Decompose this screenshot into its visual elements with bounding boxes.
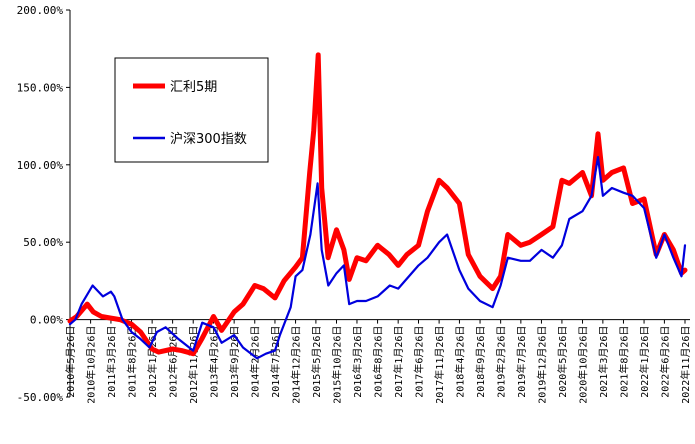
legend-label: 沪深300指数 [170,131,247,147]
x-tick-label: 2013年4月26日 [208,326,221,398]
x-tick-label: 2011年8月26日 [126,326,139,398]
y-axis: 200.00% 150.00% 100.00% 50.00% 0.00% -50.00% [17,4,70,404]
x-tick-label: 2016年8月26日 [372,326,385,398]
x-tick-label: 2017年1月26日 [392,326,405,398]
x-tick-label: 2020年5月26日 [556,326,569,398]
x-tick-label: 2012年6月26日 [167,326,180,398]
x-tick-label: 2013年9月26日 [228,326,241,398]
x-tick-label: 2010年10月26日 [85,326,98,404]
y-tick-label: 200.00% [17,4,64,17]
series-line-1 [67,52,688,357]
x-tick-label: 2017年6月26日 [413,326,426,398]
x-tick-label: 2015年5月26日 [310,326,323,398]
series-lines [67,52,688,360]
y-tick-label: 50.00% [23,236,63,249]
x-tick-label: 2022年6月26日 [658,326,671,398]
x-tick-label: 2012年1月26日 [146,326,159,398]
x-tick-label: 2010年5月26日 [64,326,77,398]
x-tick-label: 2014年7月26日 [269,326,282,398]
x-axis: 2010年5月26日 2010年10月26日 2011年3月26日 2011年8月26… [64,319,692,404]
x-tick-label: 2019年2月26日 [495,326,508,398]
legend-box [114,57,269,163]
x-tick-label: 2022年1月26日 [638,326,651,398]
series-line-2 [68,156,687,360]
y-tick-label: 100.00% [17,159,64,172]
x-tick-label: 2014年2月26日 [249,326,262,398]
x-tick-label: 2014年12月26日 [290,326,303,404]
x-tick-label: 2019年12月26日 [535,326,548,404]
y-tick-label: -50.00% [17,391,64,404]
x-tick-label: 2011年3月26日 [105,326,118,398]
x-tick-label: 2016年3月26日 [351,326,364,398]
x-tick-label: 2021年8月26日 [617,326,630,398]
x-tick-label: 2022年11月26日 [679,326,692,404]
x-tick-label: 2021年3月26日 [597,326,610,398]
legend-label: 汇利5期 [170,80,217,95]
x-tick-label: 2017年11月26日 [433,326,446,404]
y-tick-label: 0.00% [30,314,63,327]
x-tick-label: 2019年7月26日 [515,326,528,398]
x-tick-label: 2020年10月26日 [577,326,590,404]
x-tick-label: 2018年9月26日 [474,326,487,398]
x-tick-label: 2015年10月26日 [330,326,343,404]
x-tick-label: 2018年4月26日 [453,326,466,398]
y-tick-label: 150.00% [17,81,64,94]
